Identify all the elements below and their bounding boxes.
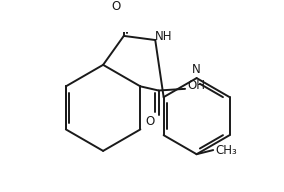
Text: O: O: [146, 115, 155, 128]
Text: N: N: [192, 63, 201, 76]
Text: NH: NH: [155, 30, 172, 43]
Text: CH₃: CH₃: [216, 144, 237, 156]
Text: OH: OH: [188, 79, 206, 92]
Text: O: O: [111, 0, 120, 13]
